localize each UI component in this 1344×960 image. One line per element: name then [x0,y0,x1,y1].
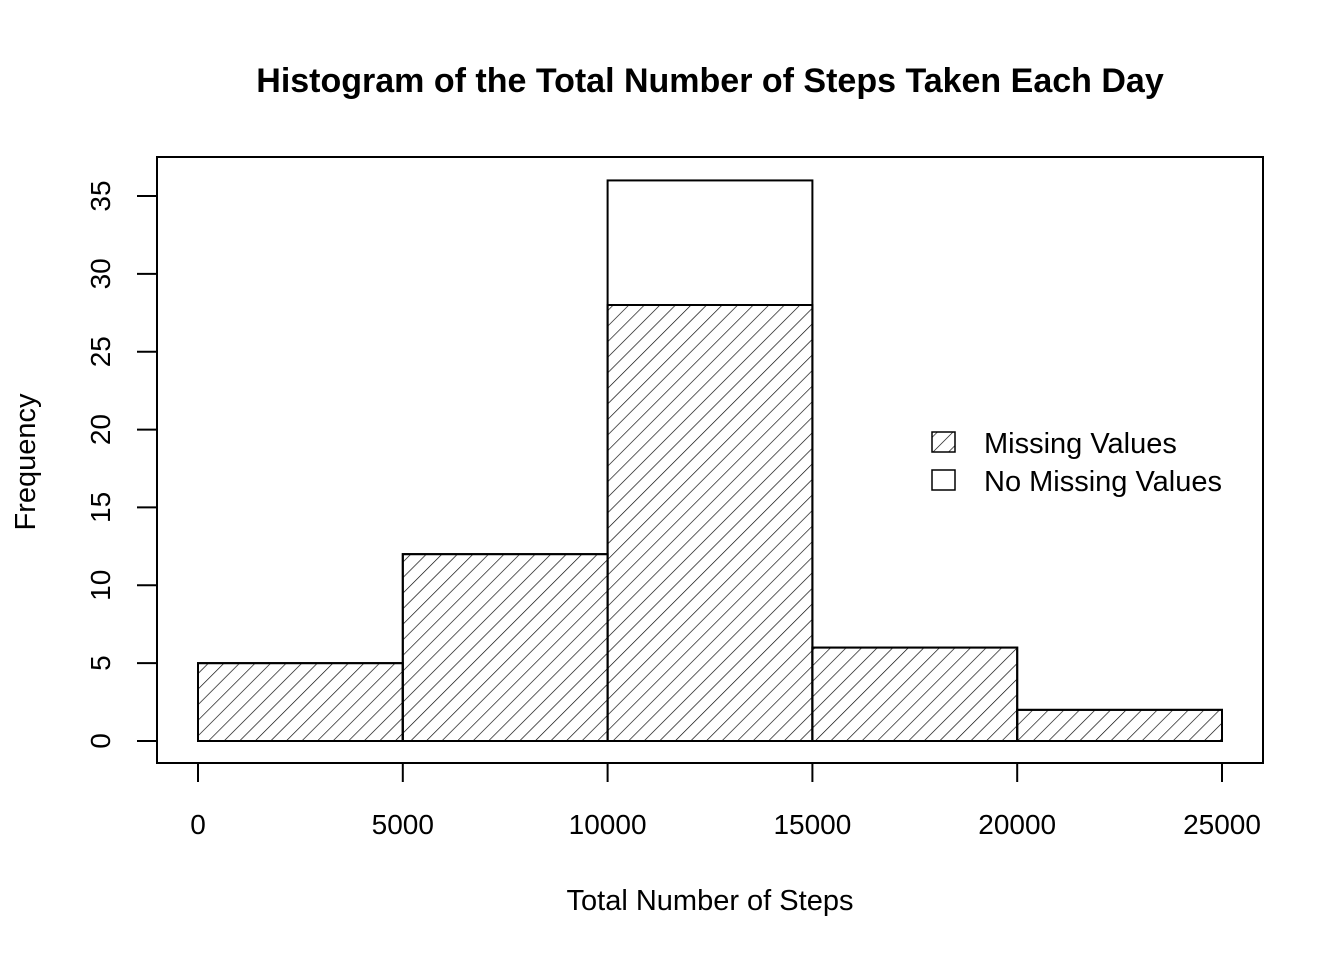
legend-swatch-no-missing-values [931,469,956,491]
y-tick-label: 30 [85,258,116,289]
x-tick-label: 25000 [1183,809,1261,840]
y-axis-label: Frequency [10,393,42,531]
y-tick-label: 5 [85,655,116,671]
bar-missing-values-2 [606,304,814,742]
y-tick-label: 25 [85,336,116,367]
y-tick-label: 20 [85,414,116,445]
y-tick-label: 15 [85,492,116,523]
y-tick-label: 10 [85,570,116,601]
legend: Missing Values No Missing Values [931,428,1222,498]
legend-label-missing-values: Missing Values [984,428,1177,460]
y-tick-label: 0 [85,733,116,749]
x-tick-label: 5000 [372,809,434,840]
x-tick-label: 10000 [569,809,647,840]
x-tick-label: 0 [190,809,206,840]
bars-group [197,179,1224,743]
legend-swatch-missing-values [931,431,956,453]
bar-missing-values-3 [811,646,1019,742]
x-axis: 0 5000 10000 15000 20000 25000 [190,762,1261,840]
y-tick-label: 35 [85,180,116,211]
bar-missing-values-1 [401,553,609,743]
legend-label-no-missing-values: No Missing Values [984,466,1222,498]
y-axis: 0 5 10 15 20 25 30 35 [85,180,158,749]
x-axis-label: Total Number of Steps [567,885,854,917]
bar-missing-values-4 [1016,708,1224,742]
chart-title: Histogram of the Total Number of Steps T… [256,62,1164,100]
x-tick-label: 15000 [773,809,851,840]
bar-missing-values-0 [197,662,404,743]
x-tick-label: 20000 [978,809,1056,840]
